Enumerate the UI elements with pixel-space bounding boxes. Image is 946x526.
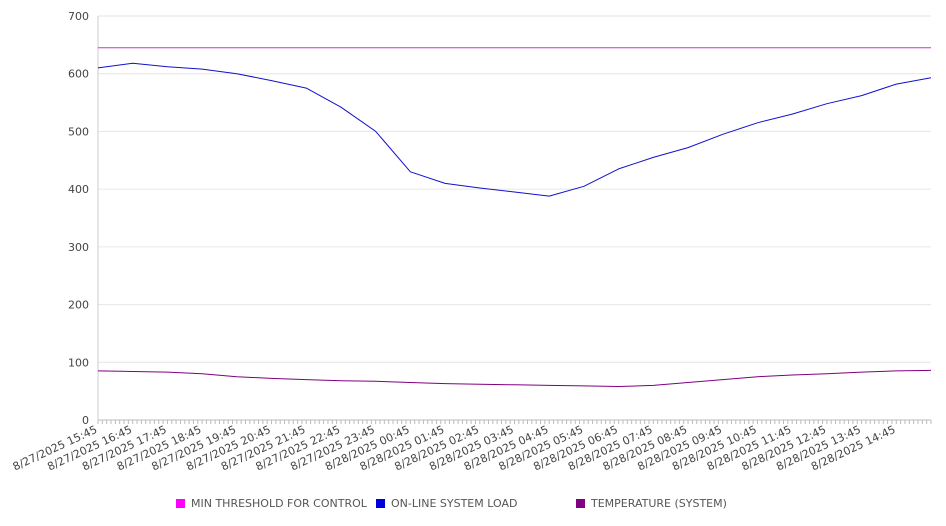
legend: MIN THRESHOLD FOR CONTROL ON-LINE SYSTEM…	[0, 497, 946, 515]
y-axis: 0 100 200 300 400 500 600 700	[68, 10, 99, 427]
legend-swatch-system-load	[376, 499, 385, 508]
legend-swatch-temperature	[576, 499, 585, 508]
legend-item-system-load: ON-LINE SYSTEM LOAD	[376, 497, 517, 510]
line-chart: 0 100 200 300 400 500 600 700 8/27/2025 15:458/…	[11, 10, 932, 473]
y-tick-label: 100	[68, 356, 89, 369]
legend-label-temperature: TEMPERATURE (SYSTEM)	[591, 497, 727, 510]
y-tick-label: 200	[68, 299, 89, 312]
series-line-2	[97, 369, 932, 387]
legend-item-temperature: TEMPERATURE (SYSTEM)	[576, 497, 727, 510]
legend-label-threshold: MIN THRESHOLD FOR CONTROL	[191, 497, 367, 510]
x-axis: 8/27/2025 15:458/27/2025 16:458/27/2025 …	[11, 420, 932, 473]
series-lines	[97, 47, 932, 387]
y-tick-label: 300	[68, 241, 89, 254]
series-line-1	[97, 62, 932, 197]
gridlines	[98, 15, 931, 421]
y-tick-label: 600	[68, 68, 89, 81]
legend-item-threshold: MIN THRESHOLD FOR CONTROL	[176, 497, 367, 510]
legend-swatch-threshold	[176, 499, 185, 508]
y-tick-label: 400	[68, 183, 89, 196]
y-tick-label: 0	[82, 414, 89, 427]
y-tick-label: 700	[68, 10, 89, 23]
y-tick-label: 500	[68, 125, 89, 138]
legend-label-system-load: ON-LINE SYSTEM LOAD	[391, 497, 518, 510]
